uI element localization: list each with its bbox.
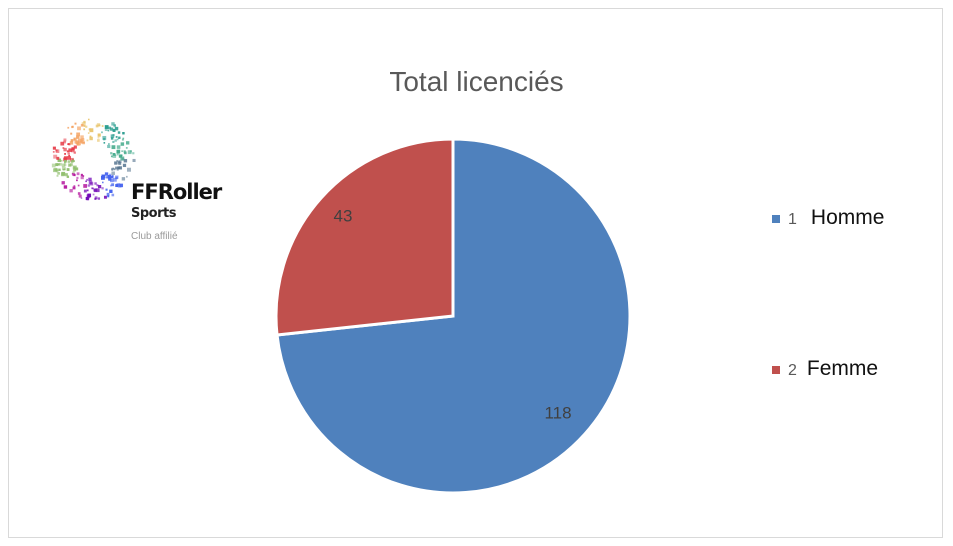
legend-label: Femme <box>806 357 879 380</box>
data-label-femme: 43 <box>334 206 353 225</box>
ffroller-logo <box>50 108 260 258</box>
legend-swatch-femme <box>772 366 780 374</box>
legend-item-homme: 1 Homme <box>772 206 884 230</box>
pie-slice-femme <box>274 137 455 337</box>
legend-item-femme: 2 Femme <box>772 357 878 381</box>
logo-brand-sub: Sports <box>131 206 176 221</box>
legend-number: 2 <box>788 362 797 379</box>
legend-number: 1 <box>788 211 797 228</box>
logo-brand: FFRoller <box>131 180 222 204</box>
legend-label: Homme <box>810 206 885 229</box>
legend-swatch-homme <box>772 215 780 223</box>
data-label-homme: 118 <box>544 403 571 422</box>
chart-title: Total licenciés <box>389 66 564 97</box>
logo-circle-icon <box>51 118 136 201</box>
logo-tagline: Club affilié <box>131 231 178 242</box>
